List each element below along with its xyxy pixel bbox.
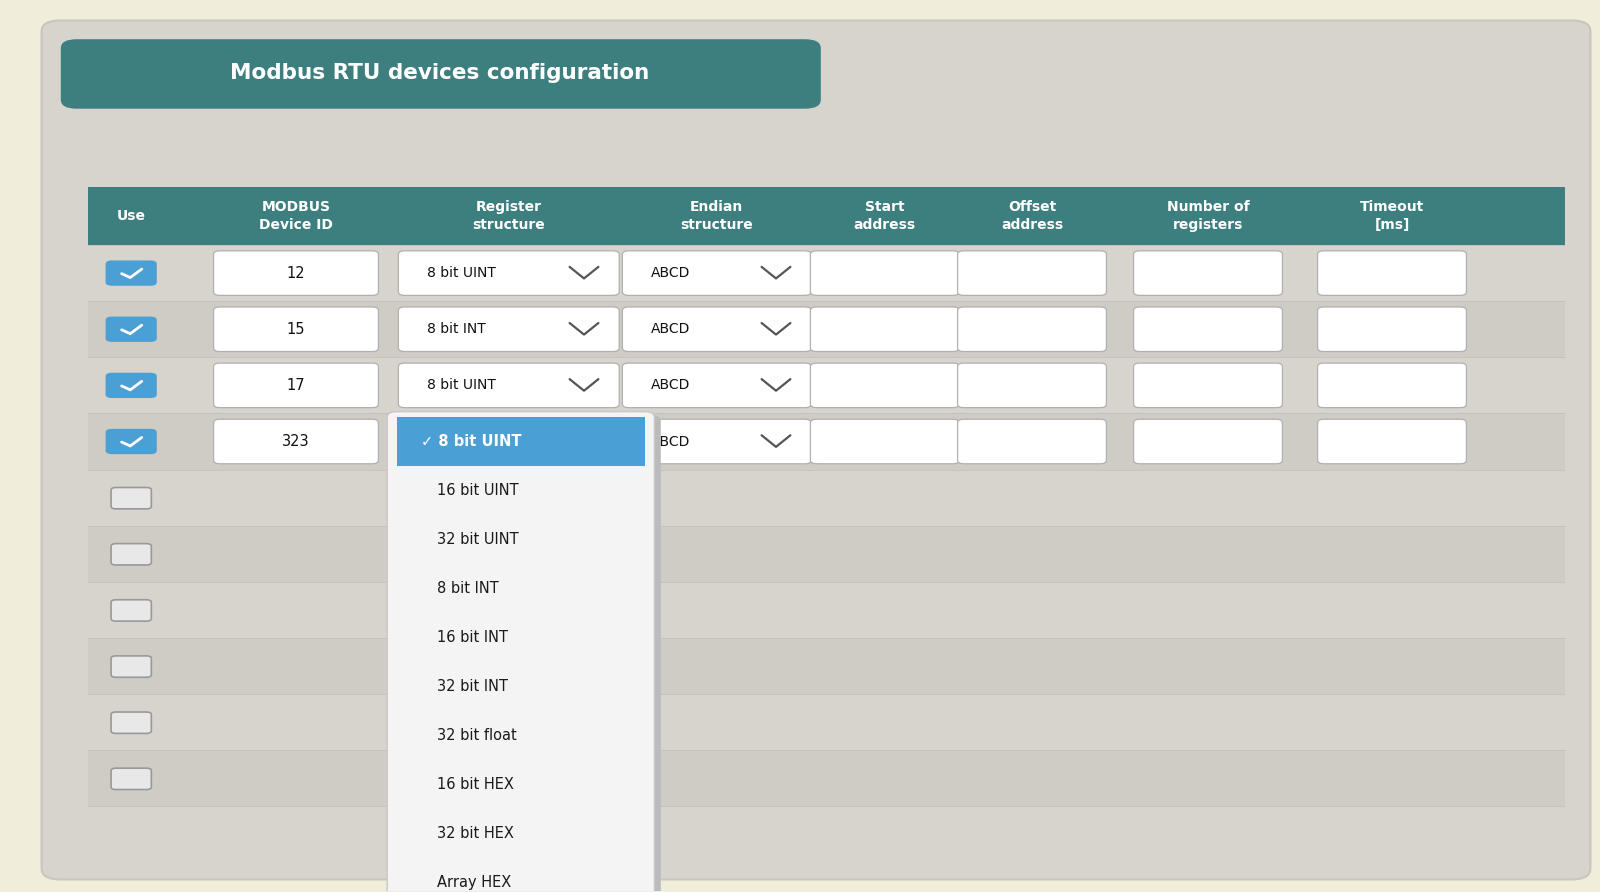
- Text: ✓ 8 bit UINT: ✓ 8 bit UINT: [421, 434, 522, 449]
- FancyBboxPatch shape: [106, 260, 157, 285]
- FancyBboxPatch shape: [811, 251, 960, 295]
- FancyBboxPatch shape: [957, 251, 1107, 295]
- FancyBboxPatch shape: [398, 307, 619, 351]
- FancyBboxPatch shape: [398, 363, 619, 408]
- Text: Number of
registers: Number of registers: [1166, 201, 1250, 232]
- Text: 15: 15: [286, 322, 306, 337]
- Text: 32 bit UINT: 32 bit UINT: [437, 532, 518, 547]
- FancyBboxPatch shape: [61, 39, 821, 109]
- Bar: [88, 638, 1565, 694]
- Bar: [397, 417, 645, 466]
- Text: 32 bit INT: 32 bit INT: [437, 679, 507, 694]
- FancyBboxPatch shape: [1318, 419, 1466, 464]
- FancyBboxPatch shape: [214, 419, 379, 464]
- Text: Offset
address: Offset address: [1002, 201, 1062, 232]
- Text: Timeout
[ms]: Timeout [ms]: [1360, 201, 1424, 232]
- FancyBboxPatch shape: [811, 363, 960, 408]
- Text: 323: 323: [282, 434, 310, 449]
- FancyBboxPatch shape: [398, 419, 619, 464]
- Text: ABCD: ABCD: [651, 378, 691, 392]
- Text: 16 bit HEX: 16 bit HEX: [437, 777, 514, 792]
- Bar: [88, 358, 1565, 413]
- Bar: [88, 187, 1565, 245]
- FancyBboxPatch shape: [1134, 307, 1283, 351]
- Text: ABCD: ABCD: [651, 266, 691, 280]
- Text: 32 bit float: 32 bit float: [437, 728, 517, 743]
- Text: ABCD: ABCD: [651, 322, 691, 336]
- FancyBboxPatch shape: [622, 307, 811, 351]
- FancyBboxPatch shape: [110, 712, 152, 733]
- FancyBboxPatch shape: [1318, 307, 1466, 351]
- Text: 8 bit UINT: 8 bit UINT: [427, 434, 496, 449]
- FancyBboxPatch shape: [1134, 363, 1283, 408]
- FancyBboxPatch shape: [622, 419, 811, 464]
- Text: 8 bit UINT: 8 bit UINT: [427, 378, 496, 392]
- Bar: [88, 525, 1565, 582]
- Bar: [88, 245, 1565, 301]
- FancyBboxPatch shape: [811, 307, 960, 351]
- FancyBboxPatch shape: [387, 411, 654, 892]
- Bar: [88, 750, 1565, 806]
- FancyBboxPatch shape: [214, 363, 379, 408]
- Bar: [88, 469, 1565, 525]
- FancyBboxPatch shape: [106, 373, 157, 398]
- FancyBboxPatch shape: [394, 415, 661, 892]
- FancyBboxPatch shape: [110, 543, 152, 565]
- FancyBboxPatch shape: [1134, 419, 1283, 464]
- Text: 8 bit INT: 8 bit INT: [437, 581, 499, 596]
- Text: ABCD: ABCD: [651, 434, 691, 449]
- Text: Start
address: Start address: [854, 201, 915, 232]
- FancyBboxPatch shape: [110, 768, 152, 789]
- Text: 16 bit INT: 16 bit INT: [437, 630, 507, 645]
- FancyBboxPatch shape: [957, 419, 1107, 464]
- FancyBboxPatch shape: [110, 656, 152, 677]
- FancyBboxPatch shape: [957, 363, 1107, 408]
- FancyBboxPatch shape: [214, 307, 379, 351]
- FancyBboxPatch shape: [110, 599, 152, 621]
- Bar: [88, 582, 1565, 638]
- FancyBboxPatch shape: [622, 363, 811, 408]
- FancyBboxPatch shape: [1134, 251, 1283, 295]
- FancyBboxPatch shape: [957, 307, 1107, 351]
- FancyBboxPatch shape: [398, 251, 619, 295]
- Text: 32 bit HEX: 32 bit HEX: [437, 826, 514, 841]
- Text: 12: 12: [286, 266, 306, 281]
- Bar: [88, 413, 1565, 469]
- Text: Array HEX: Array HEX: [437, 875, 510, 890]
- Text: Use: Use: [117, 209, 146, 223]
- Text: Endian
structure: Endian structure: [680, 201, 754, 232]
- Text: 17: 17: [286, 378, 306, 392]
- FancyBboxPatch shape: [42, 21, 1590, 880]
- FancyBboxPatch shape: [1318, 363, 1466, 408]
- FancyBboxPatch shape: [106, 429, 157, 454]
- FancyBboxPatch shape: [622, 251, 811, 295]
- FancyBboxPatch shape: [1318, 251, 1466, 295]
- FancyBboxPatch shape: [110, 488, 152, 508]
- Text: 8 bit INT: 8 bit INT: [427, 322, 486, 336]
- Bar: [88, 301, 1565, 358]
- Text: MODBUS
Device ID: MODBUS Device ID: [259, 201, 333, 232]
- Bar: [88, 694, 1565, 750]
- Text: Modbus RTU devices configuration: Modbus RTU devices configuration: [230, 63, 650, 83]
- Text: 16 bit UINT: 16 bit UINT: [437, 483, 518, 498]
- FancyBboxPatch shape: [214, 251, 379, 295]
- Text: Register
structure: Register structure: [472, 201, 546, 232]
- FancyBboxPatch shape: [106, 317, 157, 342]
- FancyBboxPatch shape: [811, 419, 960, 464]
- Text: 8 bit UINT: 8 bit UINT: [427, 266, 496, 280]
